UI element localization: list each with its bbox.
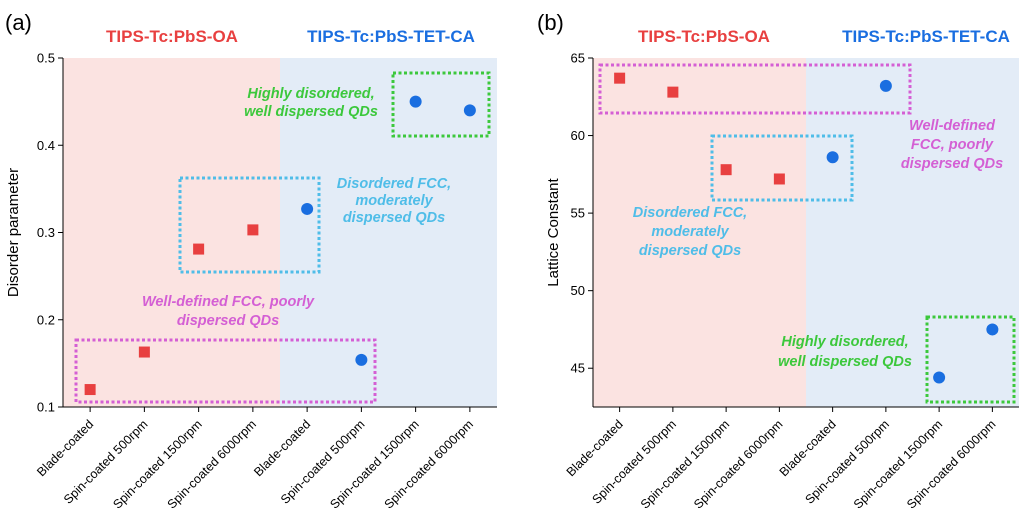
- data-point-circle: [355, 353, 368, 366]
- y-axis-title: Lattice Constant: [545, 177, 562, 286]
- annotation-box: [178, 176, 321, 274]
- y-tick-label: 50: [571, 283, 585, 298]
- y-tick-label: 0.4: [37, 138, 55, 153]
- data-point-circle: [879, 79, 892, 92]
- annotation-text: moderately: [355, 193, 433, 209]
- annotation-box: [391, 71, 491, 138]
- x-tick-label: Spin-coated 6000rpm: [165, 417, 259, 511]
- y-tick-label: 0.5: [37, 51, 55, 66]
- y-tick-label: 45: [571, 361, 585, 376]
- data-point-square: [138, 346, 150, 358]
- annotation-text: dispersed QDs: [639, 243, 741, 259]
- data-point-circle: [933, 371, 946, 384]
- data-point-circle: [826, 151, 839, 164]
- group-title: TIPS-Tc:PbS-TET-CA: [307, 27, 475, 46]
- data-point-circle: [986, 323, 999, 336]
- data-point-circle: [301, 202, 314, 215]
- group-title: TIPS-Tc:PbS-OA: [106, 27, 238, 46]
- x-tick-label: Spin-coated 1500rpm: [851, 417, 945, 511]
- group-title: TIPS-Tc:PbS-OA: [638, 27, 770, 46]
- annotation-text: moderately: [651, 224, 729, 240]
- annotation-text: Highly disordered,: [247, 86, 374, 102]
- x-tick-label: Spin-coated 1500rpm: [638, 417, 732, 511]
- group-title: TIPS-Tc:PbS-TET-CA: [842, 27, 1010, 46]
- data-point-square: [193, 243, 205, 255]
- data-point-square: [720, 164, 732, 176]
- y-tick-label: 60: [571, 128, 585, 143]
- annotation-text: well dispersed QDs: [778, 354, 912, 370]
- y-tick-label: 65: [571, 51, 585, 66]
- annotation-text: FCC, poorly: [911, 137, 994, 153]
- group-background-oa: [63, 58, 280, 407]
- data-point-square: [773, 173, 785, 185]
- data-point-square: [667, 86, 679, 98]
- x-tick-label: Spin-coated 6000rpm: [904, 417, 998, 511]
- y-tick-label: 0.2: [37, 312, 55, 327]
- annotation-text: dispersed QDs: [901, 156, 1003, 172]
- panel-label: (b): [537, 10, 564, 35]
- data-point-square: [247, 224, 259, 236]
- annotation-box: [598, 63, 912, 115]
- x-tick-label: Spin-coated 1500rpm: [327, 417, 421, 511]
- annotation-text: Disordered FCC,: [633, 205, 747, 221]
- group-background-tet-ca: [806, 58, 1019, 407]
- data-point-circle: [409, 95, 422, 108]
- annotation-box: [925, 315, 1016, 404]
- annotation-text: dispersed QDs: [343, 210, 445, 226]
- annotation-text: Disordered FCC,: [337, 176, 451, 192]
- y-tick-label: 0.1: [37, 400, 55, 415]
- annotation-box: [74, 338, 377, 404]
- y-tick-label: 55: [571, 206, 585, 221]
- annotation-text: dispersed QDs: [177, 313, 279, 329]
- annotation-text: Well-defined FCC, poorly: [142, 294, 315, 310]
- annotation-box: [710, 134, 854, 202]
- data-point-square: [614, 72, 626, 84]
- data-point-circle: [463, 104, 476, 117]
- annotation-text: Well-defined: [909, 118, 996, 134]
- annotation-text: well dispersed QDs: [244, 104, 378, 120]
- panel-label: (a): [5, 10, 32, 35]
- x-tick-label: Spin-coated 6000rpm: [382, 417, 476, 511]
- x-tick-label: Spin-coated 1500rpm: [110, 417, 204, 511]
- x-tick-label: Spin-coated 6000rpm: [691, 417, 785, 511]
- annotation-text: Highly disordered,: [781, 334, 908, 350]
- group-background-oa: [593, 58, 806, 407]
- y-axis-title: Disorder parameter: [5, 168, 22, 297]
- group-background-tet-ca: [280, 58, 497, 407]
- data-point-square: [84, 384, 96, 396]
- y-tick-label: 0.3: [37, 225, 55, 240]
